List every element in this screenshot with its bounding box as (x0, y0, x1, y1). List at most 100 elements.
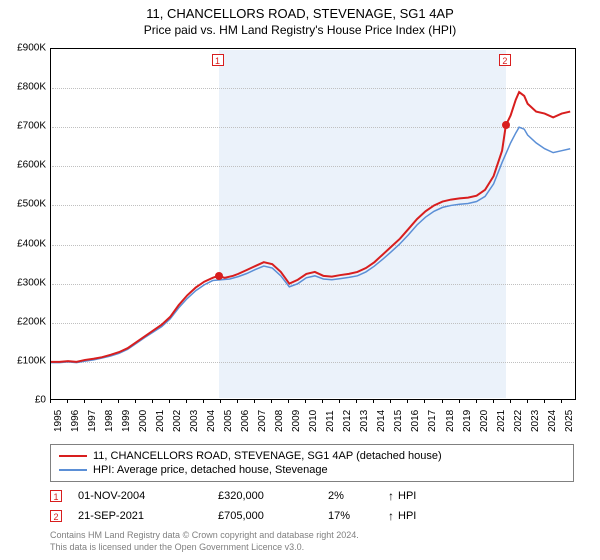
up-arrow-icon: ↑ (388, 509, 394, 523)
x-tick (101, 399, 102, 403)
x-axis-label: 2023 (530, 410, 541, 432)
x-tick (84, 399, 85, 403)
chart-lines (51, 49, 577, 401)
x-axis-label: 1996 (70, 410, 81, 432)
marker-box-1: 1 (212, 54, 224, 66)
x-tick (424, 399, 425, 403)
x-tick (527, 399, 528, 403)
x-tick (339, 399, 340, 403)
x-tick (493, 399, 494, 403)
x-tick (288, 399, 289, 403)
transaction-pct: 17% (328, 510, 388, 522)
transaction-row: 2 21-SEP-2021 £705,000 17% ↑ HPI (50, 506, 574, 526)
x-axis-label: 1998 (104, 410, 115, 432)
x-axis-label: 2015 (393, 410, 404, 432)
x-axis-label: 1995 (53, 410, 64, 432)
x-axis-label: 2018 (445, 410, 456, 432)
footer-attribution: Contains HM Land Registry data © Crown c… (50, 530, 359, 553)
x-axis-label: 2000 (138, 410, 149, 432)
chart-subtitle: Price paid vs. HM Land Registry's House … (0, 21, 600, 41)
x-tick (237, 399, 238, 403)
x-tick (476, 399, 477, 403)
y-axis-label: £700K (17, 121, 46, 132)
x-axis-label: 2003 (189, 410, 200, 432)
transaction-ref: HPI (398, 490, 416, 502)
transaction-pct: 2% (328, 490, 388, 502)
x-axis-label: 2017 (427, 410, 438, 432)
x-tick (220, 399, 221, 403)
series-line-1 (51, 127, 570, 362)
x-axis-label: 2002 (172, 410, 183, 432)
x-axis-label: 1997 (87, 410, 98, 432)
transaction-date: 21-SEP-2021 (78, 510, 218, 522)
y-axis-label: £200K (17, 316, 46, 327)
x-axis-label: 2006 (240, 410, 251, 432)
transaction-price: £320,000 (218, 490, 328, 502)
transaction-row: 1 01-NOV-2004 £320,000 2% ↑ HPI (50, 486, 574, 506)
x-axis-label: 2013 (359, 410, 370, 432)
x-axis-label: 2020 (479, 410, 490, 432)
x-tick (544, 399, 545, 403)
x-tick (254, 399, 255, 403)
legend-label-1: HPI: Average price, detached house, Stev… (93, 464, 328, 476)
x-axis-label: 2004 (206, 410, 217, 432)
legend-label-0: 11, CHANCELLORS ROAD, STEVENAGE, SG1 4AP… (93, 450, 442, 462)
y-axis-label: £400K (17, 238, 46, 249)
x-tick (510, 399, 511, 403)
x-tick (67, 399, 68, 403)
x-tick (50, 399, 51, 403)
y-axis-label: £600K (17, 160, 46, 171)
marker-badge-1: 1 (50, 490, 62, 502)
x-axis-label: 2024 (547, 410, 558, 432)
x-tick (305, 399, 306, 403)
x-axis-label: 2005 (223, 410, 234, 432)
legend-swatch-0 (59, 455, 87, 457)
x-tick (356, 399, 357, 403)
footer-line-1: Contains HM Land Registry data © Crown c… (50, 530, 359, 542)
legend-item-1: HPI: Average price, detached house, Stev… (59, 463, 565, 477)
y-axis-label: £800K (17, 82, 46, 93)
x-tick (373, 399, 374, 403)
x-tick (271, 399, 272, 403)
legend-swatch-1 (59, 469, 87, 471)
x-axis-label: 2019 (462, 410, 473, 432)
y-axis-label: £900K (17, 43, 46, 54)
x-tick (322, 399, 323, 403)
x-axis-label: 2022 (513, 410, 524, 432)
x-axis-label: 2007 (257, 410, 268, 432)
x-axis-label: 2011 (325, 410, 336, 432)
y-axis-label: £100K (17, 355, 46, 366)
x-axis-label: 2009 (291, 410, 302, 432)
footer-line-2: This data is licensed under the Open Gov… (50, 542, 359, 554)
plot-box (50, 48, 576, 400)
x-tick (390, 399, 391, 403)
x-tick (135, 399, 136, 403)
x-tick (169, 399, 170, 403)
marker-badge-2: 2 (50, 510, 62, 522)
x-axis-label: 2012 (342, 410, 353, 432)
series-line-0 (51, 92, 570, 362)
x-axis-label: 2008 (274, 410, 285, 432)
transaction-price: £705,000 (218, 510, 328, 522)
x-tick (561, 399, 562, 403)
legend-item-0: 11, CHANCELLORS ROAD, STEVENAGE, SG1 4AP… (59, 449, 565, 463)
marker-dot-2 (502, 121, 510, 129)
y-axis-label: £0 (35, 395, 46, 406)
x-tick (203, 399, 204, 403)
x-axis-label: 2010 (308, 410, 319, 432)
x-axis-label: 1999 (121, 410, 132, 432)
chart-title: 11, CHANCELLORS ROAD, STEVENAGE, SG1 4AP (0, 0, 600, 21)
transactions-table: 1 01-NOV-2004 £320,000 2% ↑ HPI 2 21-SEP… (50, 486, 574, 526)
marker-box-2: 2 (499, 54, 511, 66)
marker-dot-1 (215, 272, 223, 280)
x-axis-label: 2016 (410, 410, 421, 432)
x-tick (459, 399, 460, 403)
transaction-date: 01-NOV-2004 (78, 490, 218, 502)
x-tick (118, 399, 119, 403)
x-tick (442, 399, 443, 403)
x-tick (186, 399, 187, 403)
chart-area: £0£100K£200K£300K£400K£500K£600K£700K£80… (50, 48, 576, 400)
legend-box: 11, CHANCELLORS ROAD, STEVENAGE, SG1 4AP… (50, 444, 574, 482)
x-tick (152, 399, 153, 403)
x-axis-label: 2001 (155, 410, 166, 432)
